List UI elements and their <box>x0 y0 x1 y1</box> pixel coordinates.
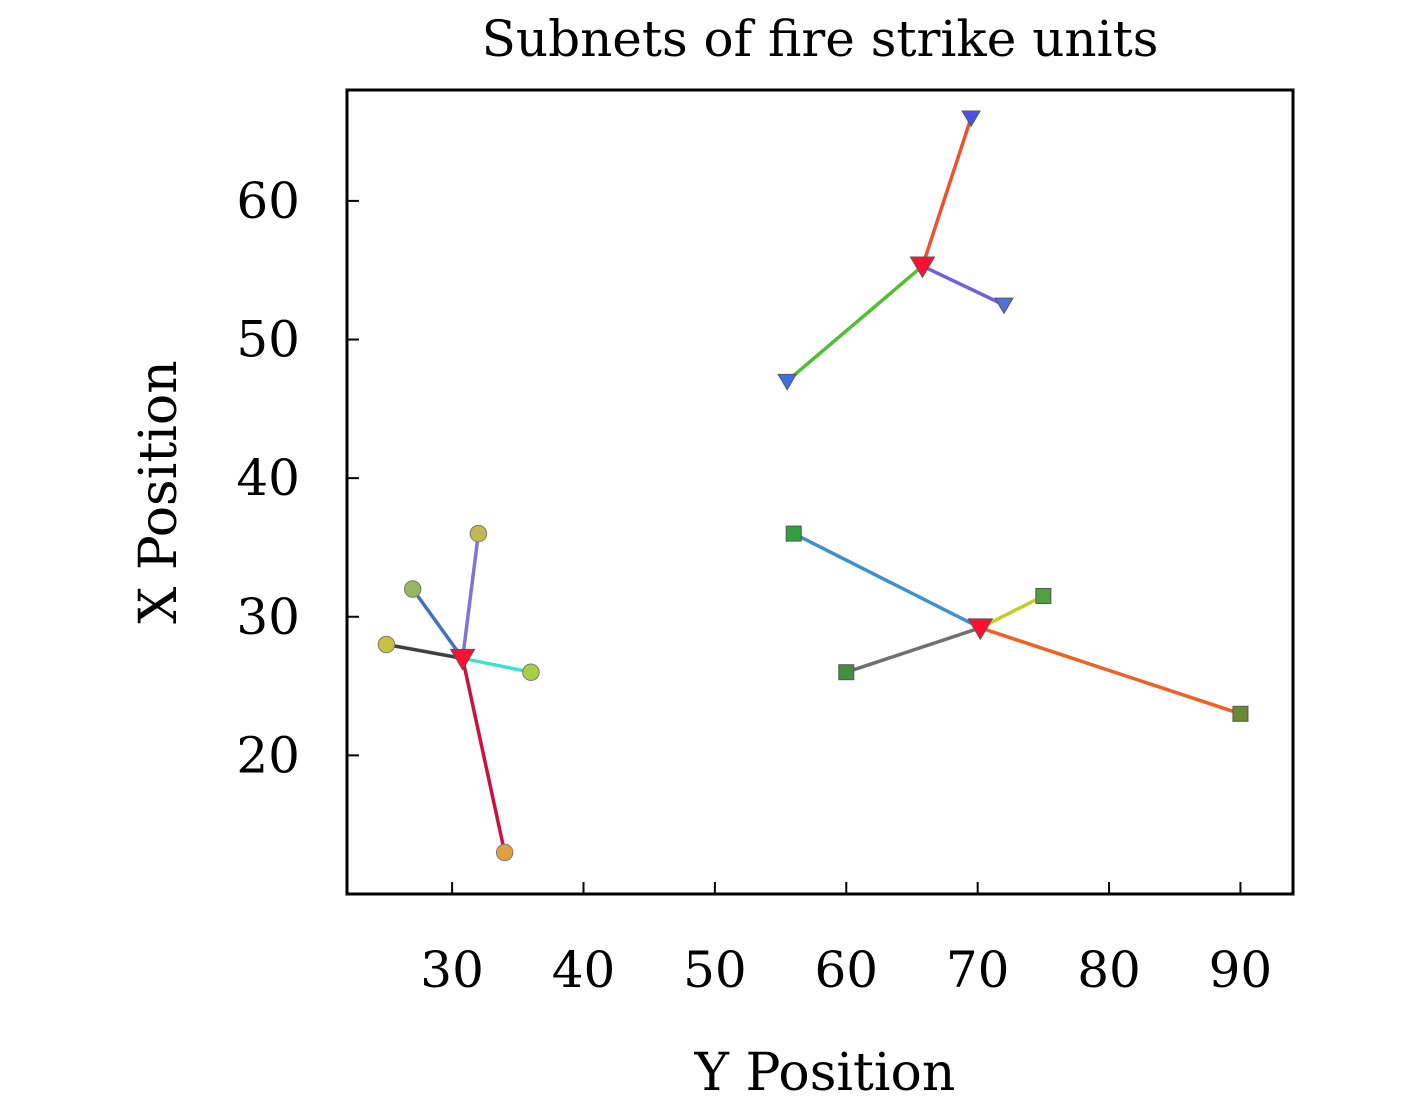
x-axis-ticks: 30 40 50 60 70 80 90 <box>420 882 1272 999</box>
unit-marker <box>522 663 540 681</box>
unit-marker <box>403 580 422 598</box>
y-axis-ticks: 20 30 40 50 60 <box>236 172 359 784</box>
subnet-edge <box>979 594 1045 630</box>
y-tick-label: 30 <box>236 588 300 646</box>
x-tick-label: 80 <box>1077 941 1141 999</box>
x-tick-label: 60 <box>814 941 878 999</box>
unit-marker <box>1232 705 1249 722</box>
subnet-edge <box>979 626 1241 716</box>
unit-marker <box>785 525 802 542</box>
hub-marker <box>449 648 476 671</box>
x-tick-label: 90 <box>1209 941 1273 999</box>
unit-marker <box>495 843 514 862</box>
subnet-edge <box>460 657 507 853</box>
x-tick-label: 40 <box>552 941 616 999</box>
y-tick-label: 60 <box>236 172 300 230</box>
subnet-edge <box>462 656 532 674</box>
subnet-edge <box>845 626 981 674</box>
unit-marker <box>994 297 1014 315</box>
chart-title: Subnets of fire strike units <box>482 10 1159 68</box>
y-axis-label: X Position <box>129 360 189 623</box>
x-axis-label: Y Position <box>694 1043 956 1103</box>
unit-marker <box>469 524 488 543</box>
x-tick-label: 30 <box>420 941 484 999</box>
hub-marker <box>967 618 994 641</box>
hub-marker <box>909 256 936 279</box>
subnet-edge <box>386 642 463 661</box>
unit-marker <box>1035 587 1052 604</box>
subnet-edge <box>792 532 982 630</box>
subnet-edge <box>920 117 973 267</box>
x-tick-label: 50 <box>683 941 747 999</box>
subnet-edges <box>386 117 1241 853</box>
y-tick-label: 20 <box>236 726 300 784</box>
x-tick-label: 70 <box>946 941 1010 999</box>
y-tick-label: 40 <box>236 449 300 507</box>
subnet-edge <box>921 264 1005 307</box>
subnet-markers <box>377 110 1249 862</box>
y-tick-label: 50 <box>236 311 300 369</box>
subnet-edge <box>460 533 481 659</box>
unit-marker <box>777 373 798 391</box>
plot-frame <box>345 88 1295 896</box>
subnet-edge <box>786 264 924 383</box>
unit-marker <box>838 664 855 681</box>
unit-marker <box>377 635 396 654</box>
unit-marker <box>961 110 981 128</box>
subnet-edge <box>411 588 465 660</box>
